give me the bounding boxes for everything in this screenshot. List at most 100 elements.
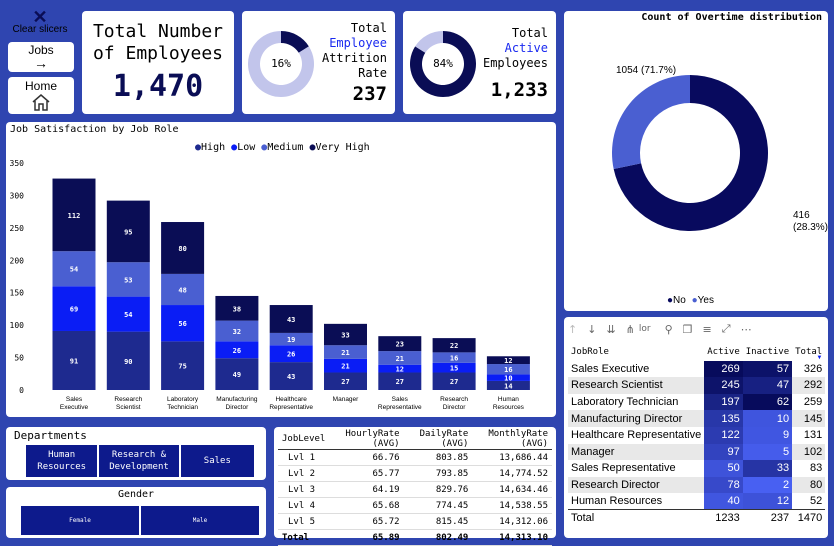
job-satisfaction-chart: 050100150200250300350916954112SalesExecu… [10,159,530,411]
x-tick-label: Laboratory [167,396,199,403]
bar-segment[interactable] [269,332,313,346]
col-header-active[interactable]: Active [707,347,740,358]
bar-segment[interactable] [52,330,96,390]
focus-mode-icon[interactable]: ⤢ [721,322,731,335]
bar-segment[interactable] [269,305,313,333]
bar-segment[interactable] [161,273,205,306]
bar-segment[interactable] [486,356,530,365]
table-row[interactable]: Research Scientist 245 47 292 [568,377,826,394]
home-button[interactable]: Home [8,77,74,114]
bar-data-label: 56 [178,320,186,328]
table-cell: 65.72 [372,516,400,527]
bar-segment[interactable] [324,358,367,373]
bar-segment[interactable] [106,262,150,297]
table-cell: 122 [704,426,743,444]
table-cell: 802.49 [435,532,469,543]
bar-segment[interactable] [432,338,476,353]
bar-segment[interactable] [432,352,476,363]
expand-hierarchy-icon[interactable]: ⋔ [625,322,635,336]
bar-segment[interactable] [52,251,96,287]
pin-icon[interactable]: ⚲ [664,322,673,336]
bar-segment[interactable] [432,362,476,373]
filter-icon[interactable]: ≡ [702,322,712,336]
col-header-monthly[interactable]: MonthlyRate (AVG) [488,429,548,449]
bar-segment[interactable] [106,200,150,263]
table-row[interactable]: Manufacturing Director 135 10 145 [568,410,826,427]
col-header-jobrole[interactable]: JobRole [571,347,609,358]
bar-segment[interactable] [161,222,205,274]
more-options-icon[interactable]: ⋯ [740,322,752,336]
bar-segment[interactable] [486,374,530,381]
bar-segment[interactable] [486,364,530,375]
x-tick-label: Director [226,404,250,411]
bar-segment[interactable] [324,372,367,390]
bar-segment[interactable] [52,286,96,331]
bar-segment[interactable] [215,358,259,390]
table-row[interactable]: Research Director 78 2 80 [568,476,826,494]
col-header-hourly[interactable]: HourlyRate (AVG) [345,429,400,449]
copy-icon[interactable]: ❐ [682,322,693,336]
col-header-total[interactable]: Total ▼ [792,344,825,361]
overtime-yes-label: 416 [793,210,810,221]
bar-data-label: 16 [450,355,458,363]
table-row[interactable]: Sales Representative 50 33 83 [568,460,826,477]
bar-segment[interactable] [52,178,96,252]
table-cell: 102 [803,445,823,458]
table-cell: 815.45 [435,516,469,527]
bar-data-label: 54 [70,266,78,274]
table-cell: 62 [742,393,793,411]
bar-segment[interactable] [324,345,367,359]
table-cell: Healthcare Representative [571,429,702,442]
table-cell: 33 [742,460,793,477]
col-header-daily[interactable]: DailyRate (AVG) [419,429,469,449]
bar-data-label: 12 [396,366,404,374]
bar-data-label: 53 [124,276,132,284]
bar-segment[interactable] [215,341,259,359]
legend-very-high: Very High [315,142,370,153]
bar-segment[interactable] [215,295,259,321]
table-row[interactable]: Human Resources 40 12 52 [568,493,826,510]
overtime-slice-no[interactable] [613,75,768,231]
active-title-line1: Total [511,26,548,40]
bar-segment[interactable] [106,296,150,332]
col-header-inactive[interactable]: Inactive [745,347,790,358]
x-tick-label: Executive [60,404,89,411]
table-row: Lvl 5 65.72 815.45 14,312.06 [278,514,552,530]
bar-segment[interactable] [378,336,422,352]
arrow-right-icon: → [34,55,48,71]
table-row[interactable]: Healthcare Representative 122 9 131 [568,426,826,444]
table-row[interactable]: Sales Executive 269 57 326 [568,360,826,378]
gender-female[interactable]: Female [21,506,139,535]
table-header-row: JobLevel HourlyRate (AVG) DailyRate (AVG… [278,429,552,450]
arrow-up-icon[interactable]: ↑ [568,322,578,336]
clear-slicers-button[interactable]: ✕ Clear slicers [6,8,74,38]
overtime-slice-yes[interactable] [612,75,690,170]
col-header-joblevel[interactable]: JobLevel [282,434,326,444]
arrow-down-icon[interactable]: ↓ [587,322,597,336]
table-total-row: Total 65.89 802.49 14,313.10 [278,529,552,546]
bar-segment[interactable] [378,364,422,373]
active-title-line2: Active [504,41,548,55]
bar-segment[interactable] [106,331,150,390]
bar-segment[interactable] [432,372,476,390]
bar-segment[interactable] [215,320,259,342]
dept-human-resources[interactable]: Human Resources [26,445,98,477]
bar-segment[interactable] [378,372,422,390]
gender-male[interactable]: Male [141,506,259,535]
bar-segment[interactable] [161,305,205,342]
jobs-button[interactable]: Jobs → [8,42,74,72]
table-cell: 245 [704,377,743,394]
bar-segment[interactable] [378,351,422,365]
bar-segment[interactable] [324,323,367,346]
dept-sales[interactable]: Sales [180,445,254,477]
attrition-slice-value [281,31,309,53]
bar-segment[interactable] [269,345,313,363]
bar-segment[interactable] [161,341,205,390]
dept-research-development-label: Research & Development [109,450,169,472]
drill-down-icon[interactable]: ⇊ [606,322,616,336]
bar-segment[interactable] [269,362,313,390]
table-row[interactable]: Laboratory Technician 197 62 259 [568,393,826,411]
table-row[interactable]: Manager 97 5 102 [568,443,826,461]
dept-research-development[interactable]: Research & Development [99,445,179,477]
bar-segment[interactable] [486,380,530,390]
